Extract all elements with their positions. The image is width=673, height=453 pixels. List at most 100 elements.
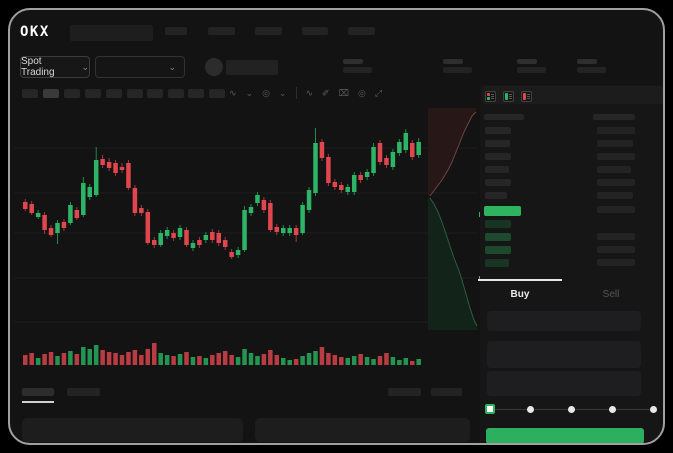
volume-bar <box>235 357 241 365</box>
ask-row-price[interactable] <box>485 179 511 186</box>
stat-value-1 <box>443 67 472 73</box>
volume-bar <box>164 355 170 365</box>
stat-value-2 <box>517 67 546 73</box>
volume-bar <box>255 356 260 365</box>
volume-bar <box>416 359 421 365</box>
depth-asks-line <box>429 111 477 197</box>
pair-select[interactable]: ⌄ <box>95 56 185 78</box>
chevron-down-icon: ⌄ <box>168 61 176 72</box>
candle <box>145 212 151 243</box>
candle <box>377 143 383 162</box>
timeframe-button-0[interactable] <box>22 89 38 98</box>
last-price-bar[interactable] <box>484 206 521 216</box>
bid-row-amount[interactable] <box>597 246 635 253</box>
book-sells-icon[interactable] <box>521 91 532 102</box>
bid-row-price[interactable] <box>485 233 511 241</box>
candle <box>255 195 260 203</box>
volume-bar <box>293 359 299 365</box>
volume-bar <box>61 353 67 365</box>
bottom-link-1[interactable] <box>431 388 462 396</box>
indicators-icon[interactable]: ◎ <box>262 87 270 98</box>
ask-row-price[interactable] <box>485 140 510 147</box>
tab-sell[interactable]: Sell <box>602 288 620 300</box>
bid-row-price[interactable] <box>485 220 511 228</box>
timeframe-button-4[interactable] <box>106 89 122 98</box>
line-tool-icon[interactable]: ∿ <box>305 87 314 98</box>
slider-stop-2[interactable] <box>568 406 575 413</box>
bottom-tab-1[interactable] <box>67 388 100 396</box>
timeframe-button-3[interactable] <box>85 89 101 98</box>
bid-row-price[interactable] <box>485 259 509 267</box>
volume-bar <box>274 355 280 365</box>
buy-submit-button[interactable] <box>486 428 644 443</box>
bid-row-amount[interactable] <box>597 233 635 240</box>
ask-row-price[interactable] <box>485 166 509 173</box>
ask-row-price[interactable] <box>485 192 507 199</box>
candle <box>300 205 305 233</box>
candle <box>313 143 318 193</box>
candle <box>416 142 421 155</box>
volume-bar <box>345 358 350 365</box>
ask-row-amount[interactable] <box>597 192 633 199</box>
slider-stop-3[interactable] <box>608 406 616 413</box>
candle <box>261 200 267 210</box>
nav-item-1[interactable] <box>208 27 235 35</box>
ask-row-amount[interactable] <box>597 140 633 147</box>
volume-bar <box>403 358 409 365</box>
bottom-info-box-1[interactable] <box>255 418 470 442</box>
nav-search-placeholder[interactable] <box>70 25 153 41</box>
slider-stop-4[interactable] <box>649 406 657 413</box>
timeframe-button-8[interactable] <box>188 89 204 98</box>
amount-slider[interactable] <box>485 401 657 417</box>
volume-bar <box>248 353 254 365</box>
volume-bar <box>306 353 312 365</box>
volume-bar <box>364 357 370 365</box>
nav-item-0[interactable] <box>165 27 187 35</box>
bottom-link-0[interactable] <box>388 388 421 396</box>
slider-handle[interactable] <box>485 404 495 414</box>
ask-row-price[interactable] <box>485 153 511 160</box>
ask-row-price[interactable] <box>485 127 511 134</box>
timeframe-button-5[interactable] <box>127 89 143 98</box>
fullscreen-icon[interactable]: ⤢ <box>374 87 383 98</box>
order-field-2[interactable] <box>487 371 641 396</box>
book-combined-icon[interactable] <box>485 91 496 102</box>
timeframe-button-9[interactable] <box>209 89 225 98</box>
volume-bar <box>48 352 54 365</box>
draw-tool-icon[interactable]: ✐ <box>322 87 330 98</box>
market-type-dropdown[interactable]: Spot Trading ⌄ <box>20 56 90 78</box>
order-field-1[interactable] <box>487 341 641 368</box>
candle <box>248 207 254 213</box>
stat-label-2 <box>517 59 537 64</box>
bid-row-amount[interactable] <box>597 259 635 266</box>
indicators-chevron-icon[interactable]: ⌄ <box>278 87 287 98</box>
ask-row-amount[interactable] <box>597 127 635 134</box>
nav-item-3[interactable] <box>302 27 328 35</box>
ask-row-amount[interactable] <box>597 153 635 160</box>
ask-row-amount[interactable] <box>597 179 635 186</box>
candle <box>274 227 280 232</box>
slider-stop-1[interactable] <box>527 406 535 413</box>
order-field-0[interactable] <box>487 311 641 331</box>
camera-icon[interactable]: ⌧ <box>338 87 349 98</box>
nav-item-4[interactable] <box>348 27 375 35</box>
timeframe-button-1[interactable] <box>43 89 59 98</box>
timeframe-button-2[interactable] <box>64 89 80 98</box>
ask-row-amount[interactable] <box>597 166 631 173</box>
bid-row-price[interactable] <box>485 246 511 254</box>
bottom-info-box-0[interactable] <box>22 418 243 442</box>
volume-bar <box>397 360 402 365</box>
candle-type-icon[interactable]: ∿ <box>229 87 237 98</box>
tab-buy[interactable]: Buy <box>510 288 530 300</box>
settings-icon[interactable]: ◎ <box>357 87 366 98</box>
bottom-tab-0[interactable] <box>22 388 54 396</box>
book-buys-icon[interactable] <box>503 91 514 102</box>
candle <box>235 250 241 255</box>
okx-logo[interactable]: OKX <box>20 24 50 40</box>
nav-item-2[interactable] <box>255 27 282 35</box>
timeframe-button-7[interactable] <box>168 89 184 98</box>
volume-bar <box>81 347 86 365</box>
candle-type-chevron-icon[interactable]: ⌄ <box>245 87 254 98</box>
timeframe-button-6[interactable] <box>147 89 163 98</box>
